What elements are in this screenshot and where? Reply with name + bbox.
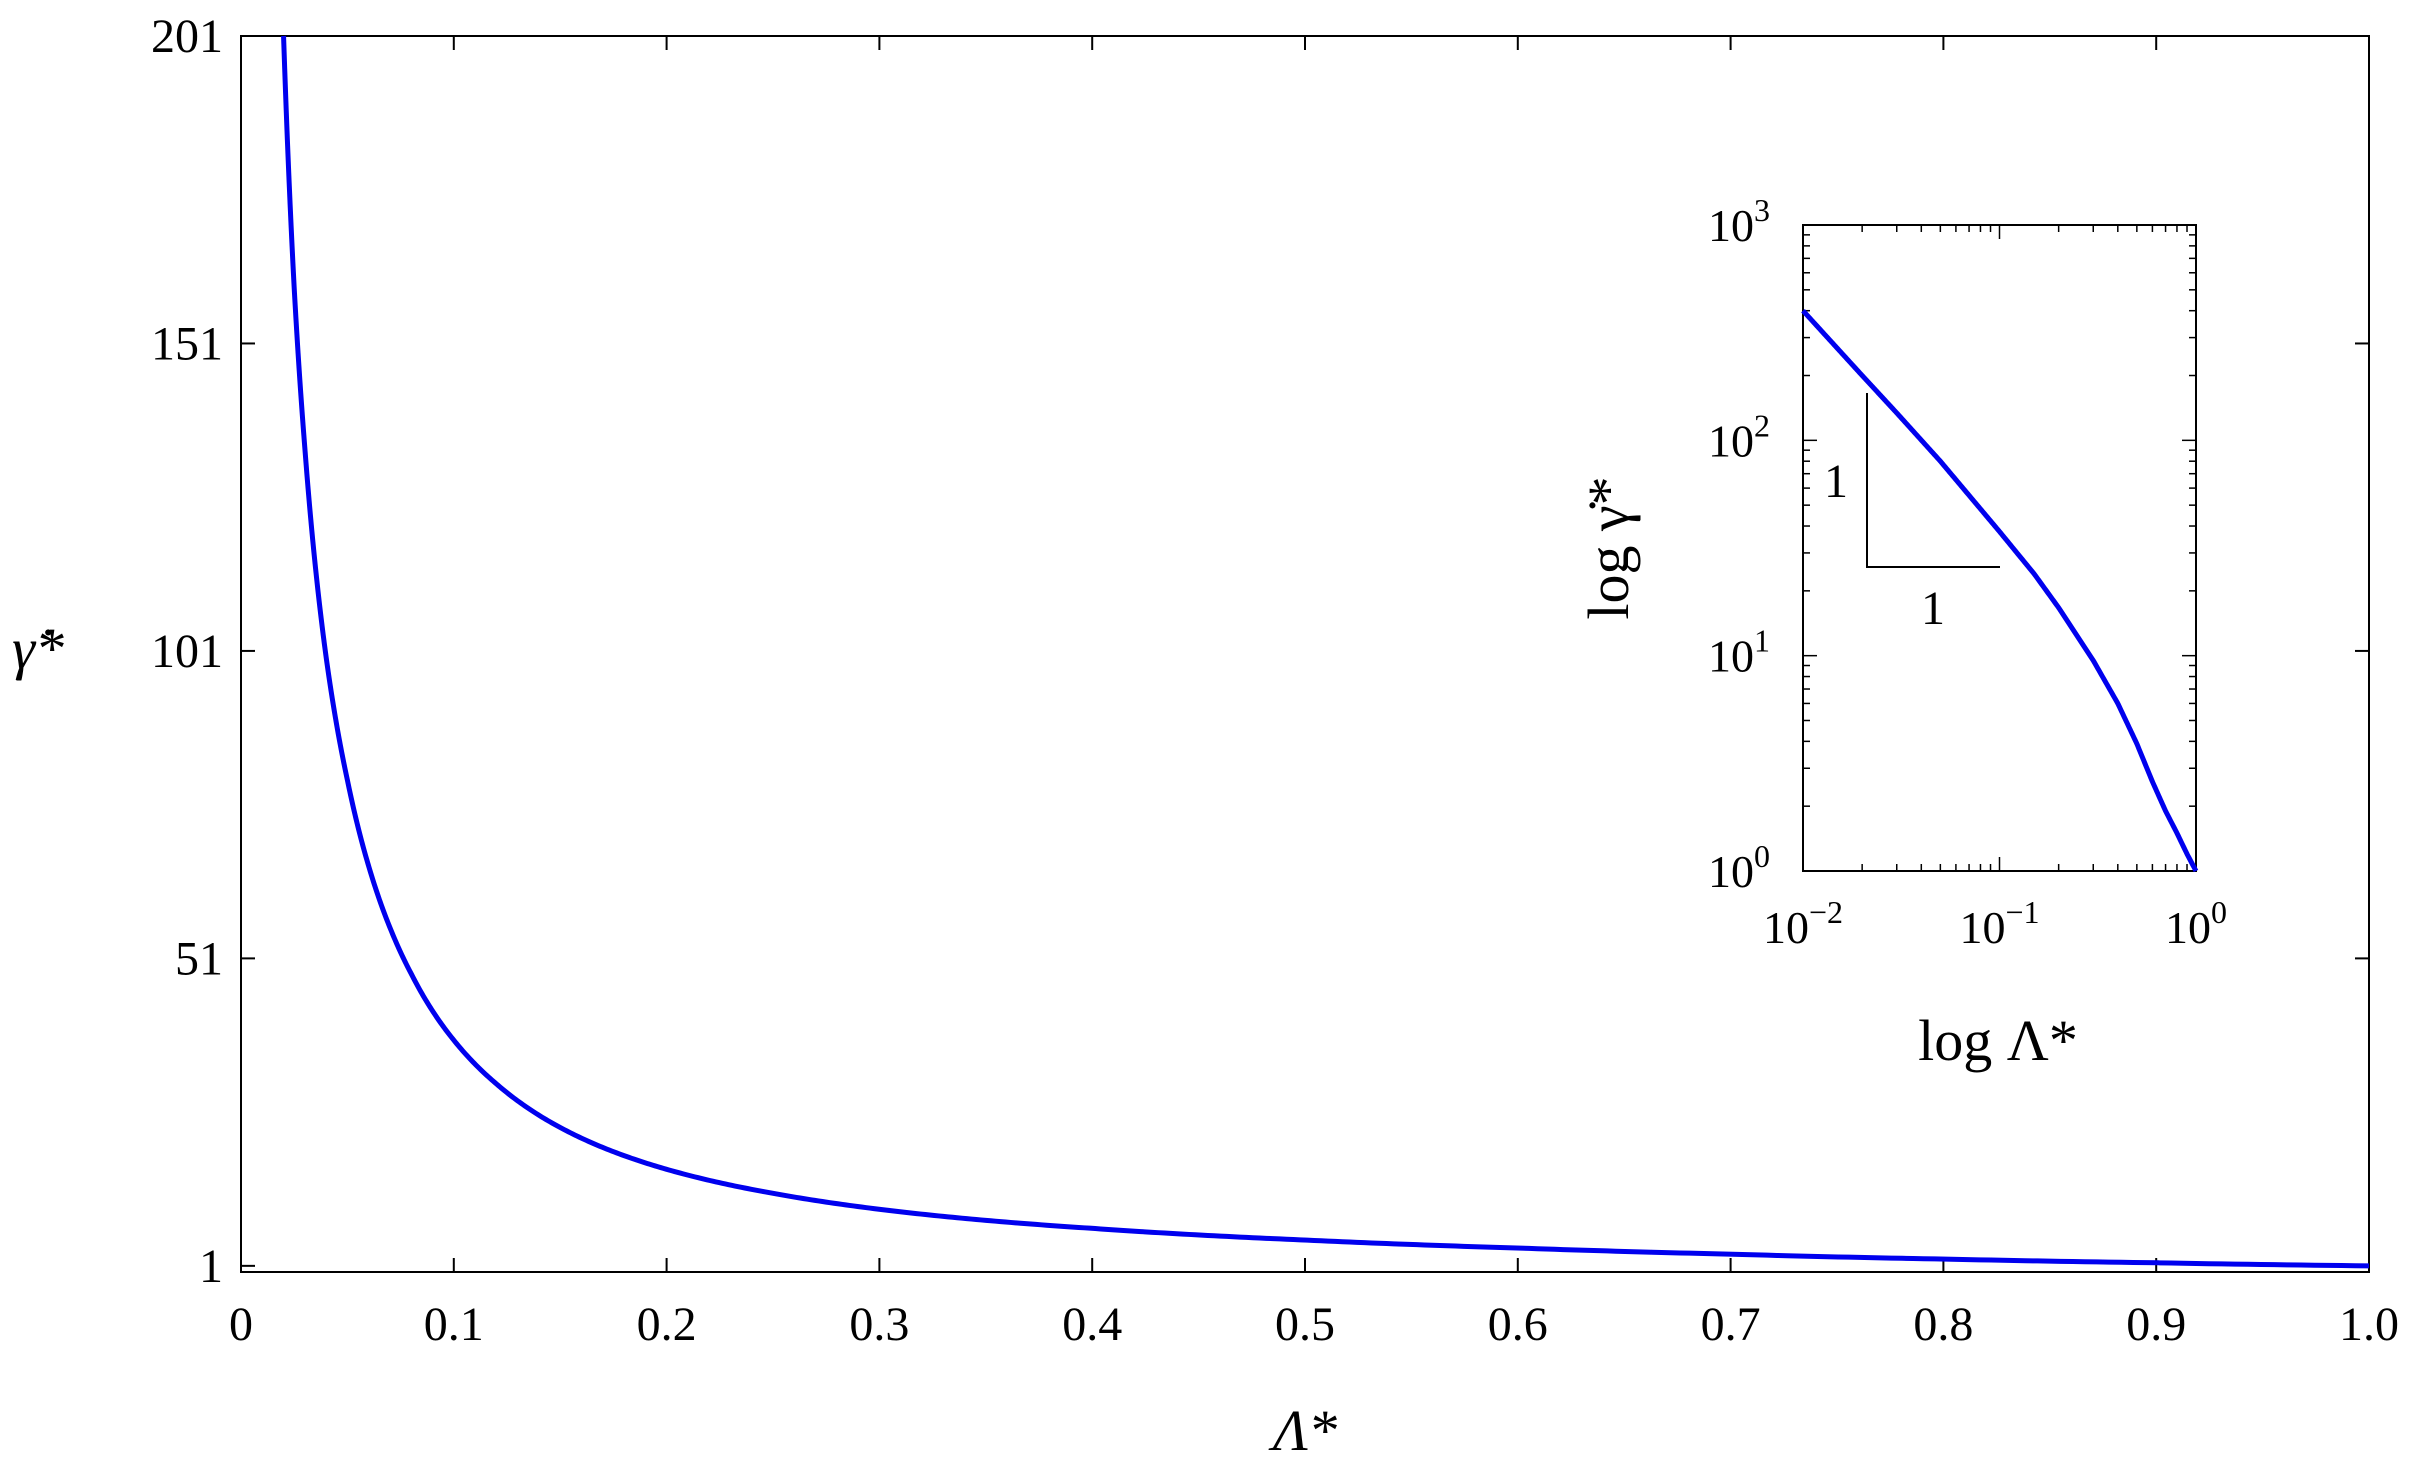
inset-plot-frame [1802, 224, 2197, 872]
main-y-tick-label: 151 [151, 317, 223, 370]
main-y-tick-label: 51 [175, 932, 223, 985]
inset-y-axis-title: log γ̇* [1576, 476, 1641, 619]
inset-x-tick-label: 10−2 [1763, 894, 1843, 953]
main-x-tick-label: 0.1 [424, 1298, 484, 1351]
main-chart: 0 0.1 0.2 0.3 0.4 0.5 0.6 0.7 0.8 0.9 1.0 15110115… [12, 10, 2399, 1463]
main-x-tick-label: 0.6 [1488, 1298, 1548, 1351]
main-x-tick-label: 0 [229, 1298, 253, 1351]
main-y-axis-title: γ̇* [12, 616, 64, 681]
inset-y-tick-label: 102 [1708, 407, 1770, 466]
main-y-tick-label: 101 [151, 625, 223, 678]
main-y-tick-label: 1 [199, 1240, 223, 1293]
main-x-tick-label: 0.5 [1275, 1298, 1335, 1351]
inset-y-tick-label: 100 [1708, 838, 1770, 897]
main-x-tick-label: 1.0 [2339, 1298, 2399, 1351]
slope-rise-label: 1 [1824, 455, 1848, 508]
inset-y-tick-label: 101 [1708, 623, 1770, 682]
main-series-line [281, 35, 2370, 1269]
main-y-tick-label: 201 [151, 10, 223, 63]
main-x-tick-label: 0.8 [1913, 1298, 1973, 1351]
inset-series-line [1801, 309, 2199, 873]
inset-y-tick-label: 103 [1708, 192, 1770, 251]
main-x-tick-labels: 0 0.1 0.2 0.3 0.4 0.5 0.6 0.7 0.8 0.9 1.0 [229, 1298, 2399, 1351]
main-x-tick-label: 0.9 [2126, 1298, 2186, 1351]
inset-y-tick-labels: 100 101 102 103 [1708, 192, 1770, 897]
inset-x-tick-label: 100 [2165, 894, 2227, 953]
inset-chart: 10−2 10−1 100 100 101 102 103 1 1 log Λ* log … [1576, 192, 2227, 1073]
inset-x-tick-labels: 10−2 10−1 100 [1763, 894, 2227, 953]
main-x-tick-label: 0.4 [1062, 1298, 1122, 1351]
main-x-axis-title: Λ* [1268, 1398, 1337, 1463]
inset-x-tick-label: 10−1 [1959, 894, 2039, 953]
slope-triangle-lines [1866, 393, 2000, 568]
inset-ticks [1802, 225, 2196, 872]
main-x-tick-label: 0.2 [637, 1298, 697, 1351]
main-x-tick-label: 0.3 [849, 1298, 909, 1351]
main-x-tick-label: 0.7 [1701, 1298, 1761, 1351]
slope-triangle: 1 1 [1824, 393, 2000, 635]
inset-x-axis-title: log Λ* [1918, 1008, 2078, 1073]
slope-run-label: 1 [1921, 582, 1945, 635]
